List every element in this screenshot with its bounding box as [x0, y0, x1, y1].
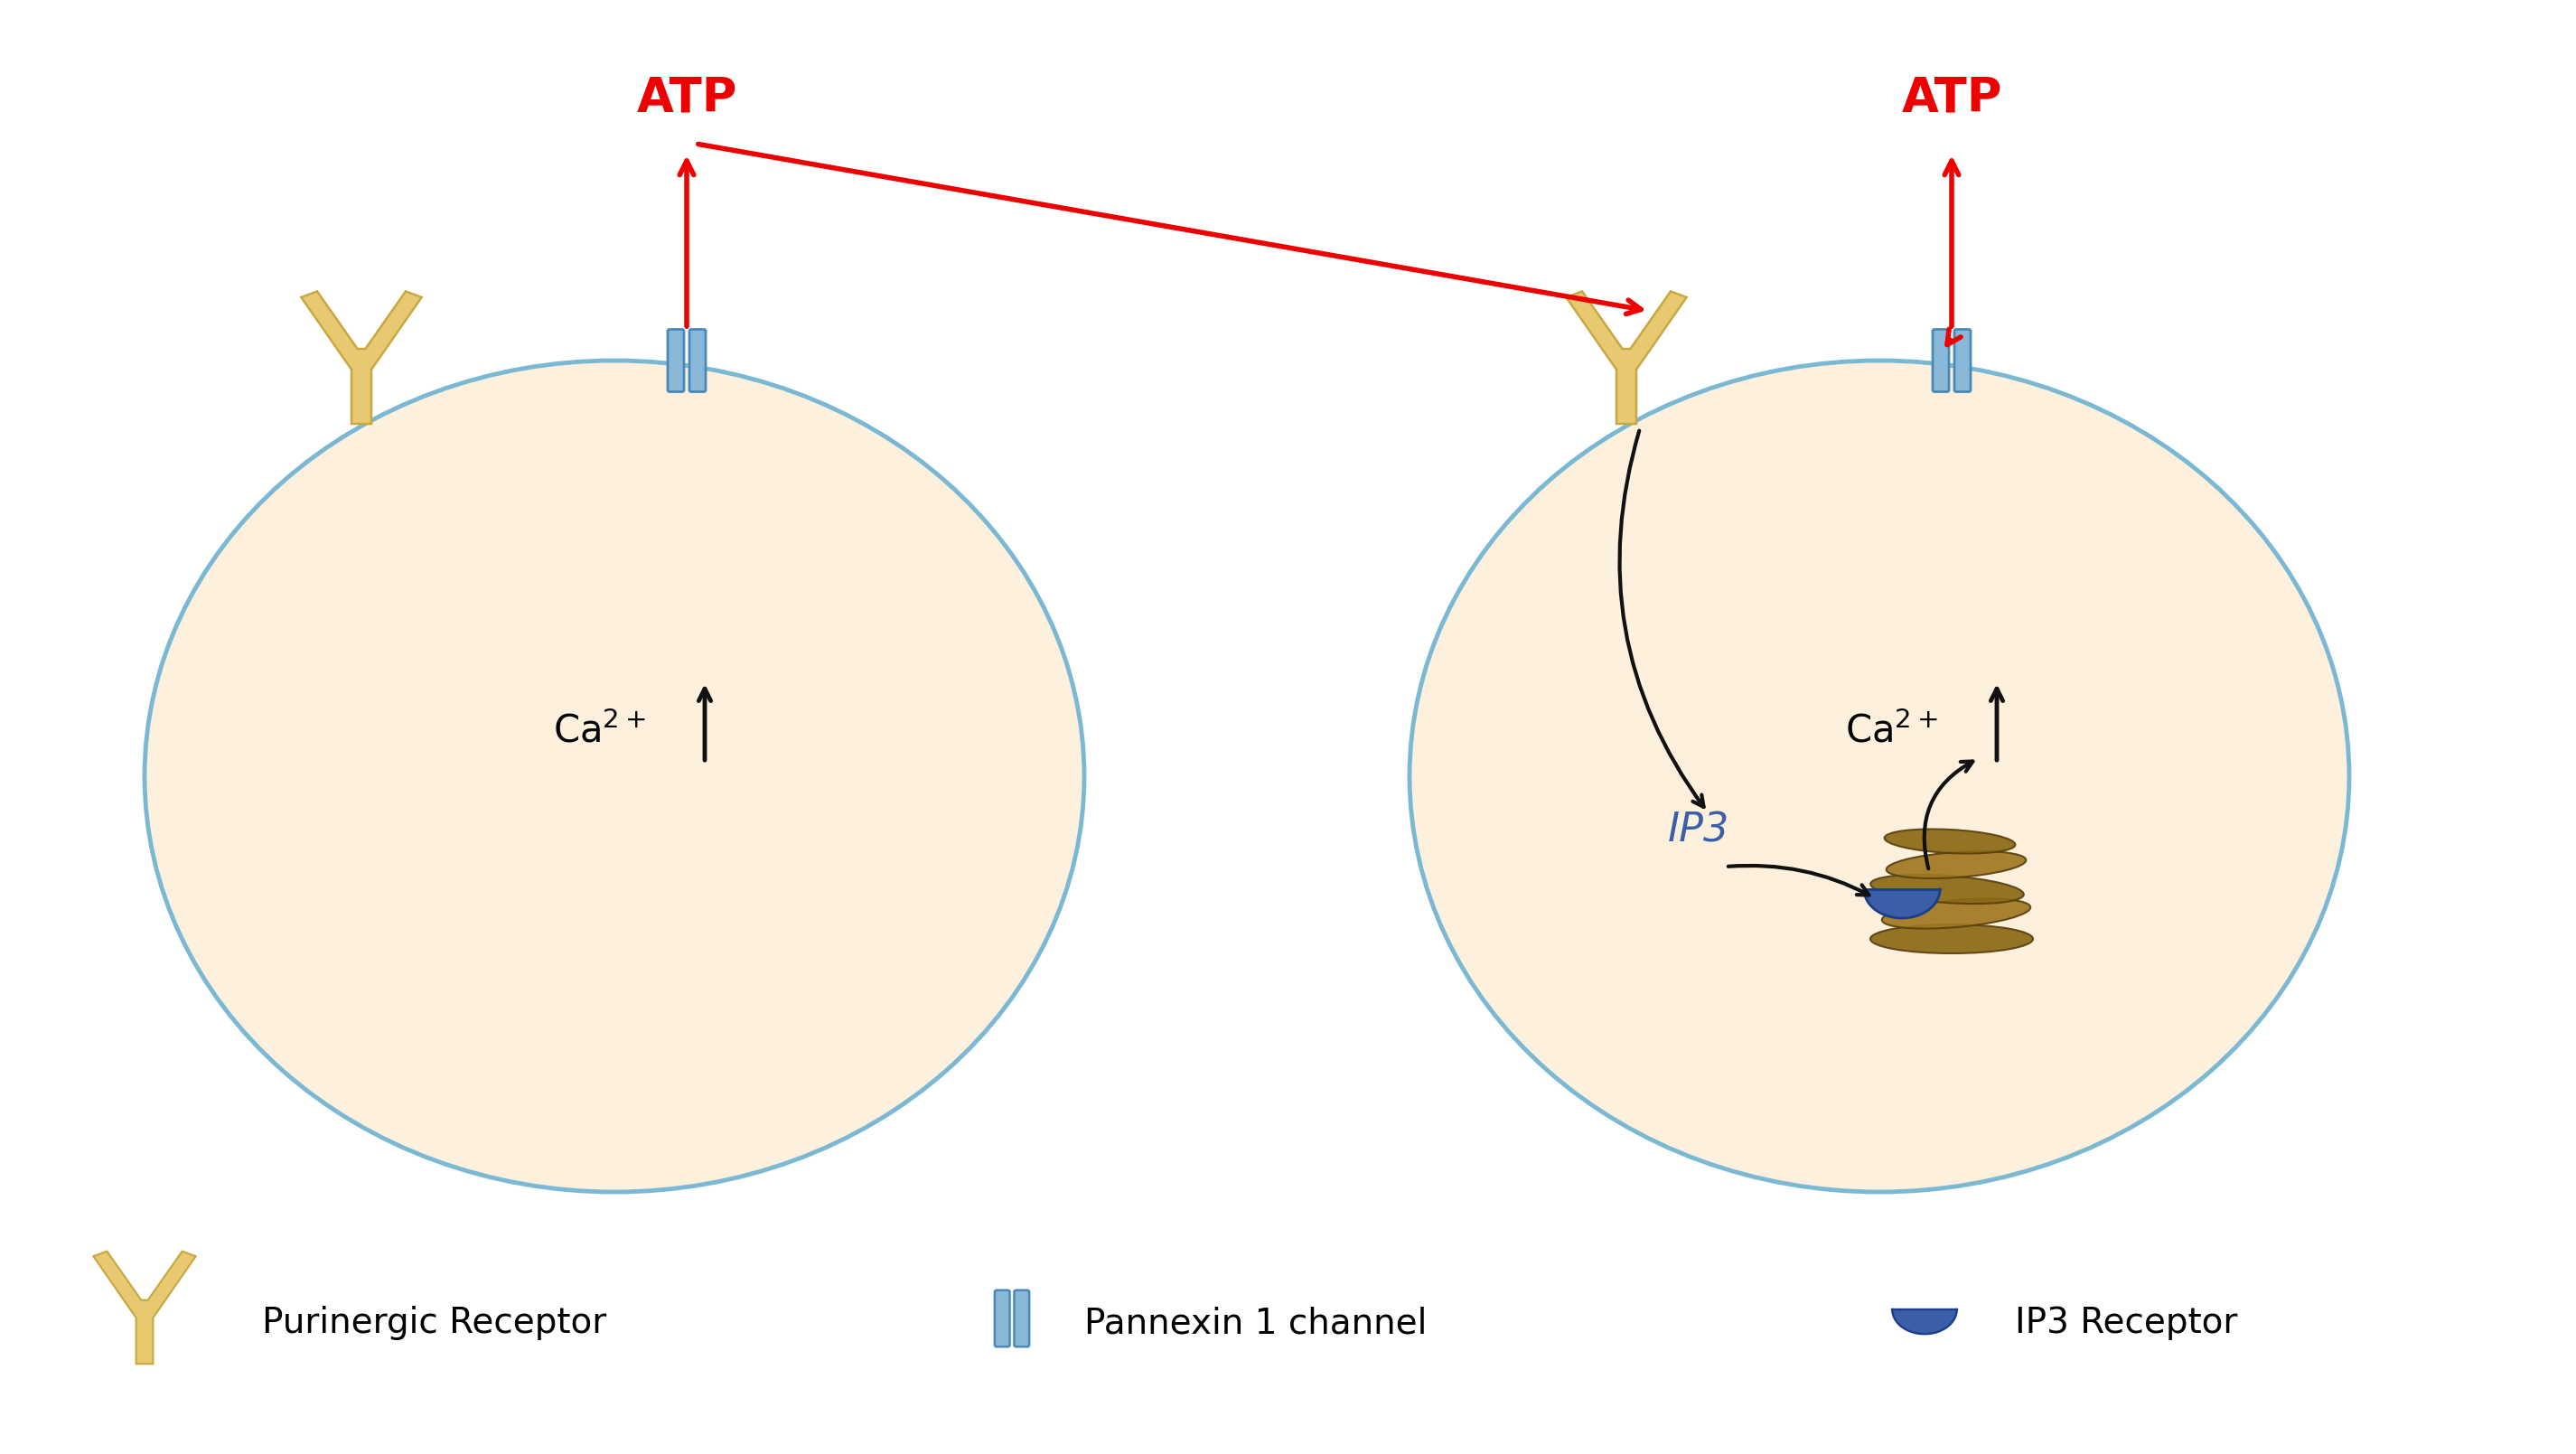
Text: Ca$^{2+}$: Ca$^{2+}$ [1844, 712, 1937, 750]
Text: Pannexin 1 channel: Pannexin 1 channel [1084, 1306, 1427, 1341]
FancyBboxPatch shape [1015, 1290, 1030, 1346]
Polygon shape [1566, 291, 1687, 423]
Text: IP3: IP3 [1667, 811, 1728, 851]
Polygon shape [93, 1252, 196, 1364]
Text: Ca$^{2+}$: Ca$^{2+}$ [554, 712, 647, 750]
FancyBboxPatch shape [994, 1290, 1010, 1346]
Polygon shape [301, 291, 422, 423]
Ellipse shape [1409, 361, 2349, 1192]
Ellipse shape [1886, 851, 2027, 878]
Ellipse shape [1883, 899, 2030, 929]
FancyBboxPatch shape [690, 330, 706, 391]
Text: IP3 Receptor: IP3 Receptor [2014, 1306, 2239, 1341]
Text: ATP: ATP [1901, 74, 2002, 121]
Polygon shape [1893, 1310, 1958, 1333]
Text: Purinergic Receptor: Purinergic Receptor [263, 1306, 605, 1341]
Ellipse shape [144, 361, 1084, 1192]
Ellipse shape [1870, 875, 2025, 904]
FancyBboxPatch shape [1955, 330, 1971, 391]
Ellipse shape [1886, 829, 2014, 853]
FancyBboxPatch shape [1932, 330, 1950, 391]
FancyBboxPatch shape [667, 330, 685, 391]
Polygon shape [1865, 890, 1940, 917]
Text: ATP: ATP [636, 74, 737, 121]
Ellipse shape [1870, 925, 2032, 954]
